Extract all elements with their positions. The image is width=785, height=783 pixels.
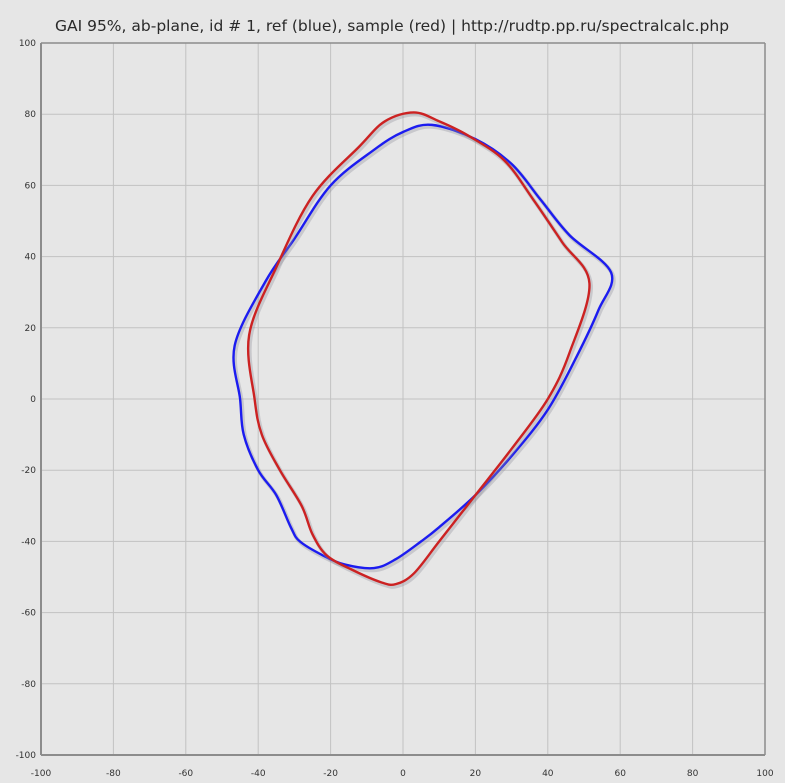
x-tick-label: 80: [687, 769, 699, 779]
x-tick-label: 0: [400, 769, 406, 779]
y-tick-label: 40: [25, 253, 37, 263]
y-tick-label: 60: [25, 181, 37, 191]
y-tick-label: 20: [25, 324, 37, 334]
y-tick-label: -60: [21, 609, 36, 619]
y-tick-label: -40: [21, 537, 36, 547]
y-tick-label: -20: [21, 466, 36, 476]
x-tick-label: 20: [470, 769, 482, 779]
chart-title: GAI 95%, ab-plane, id # 1, ref (blue), s…: [55, 17, 729, 35]
sample-series-line: [246, 111, 591, 587]
x-tick-label: -60: [178, 769, 193, 779]
tick-labels: -100 -80 -60 -40 -20 0 20 40 60 80 100 -100 -80 -60 -4…: [16, 39, 774, 779]
y-tick-label: -80: [21, 680, 36, 690]
x-tick-label: -20: [323, 769, 338, 779]
y-tick-label: 0: [30, 395, 36, 405]
y-tick-label: -100: [16, 751, 37, 761]
x-tick-label: 60: [614, 769, 626, 779]
x-tick-label: 40: [542, 769, 554, 779]
ref-series-shadow: [233, 124, 616, 573]
x-tick-label: -80: [106, 769, 121, 779]
x-tick-label: 100: [756, 769, 773, 779]
y-tick-label: 80: [25, 110, 37, 120]
x-tick-label: -40: [251, 769, 266, 779]
series-lines: [232, 111, 616, 589]
ref-series-line: [232, 123, 614, 570]
axes: [40, 42, 766, 756]
gridlines: [40, 42, 766, 756]
x-tick-label: -100: [31, 769, 52, 779]
y-tick-label: 100: [19, 39, 36, 49]
